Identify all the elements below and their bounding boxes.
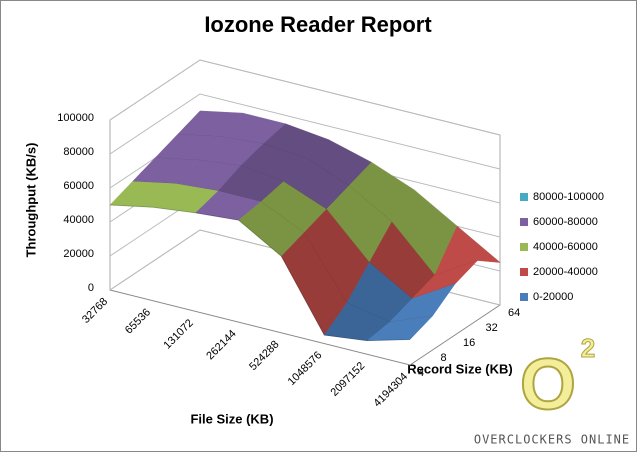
legend-swatch bbox=[520, 218, 528, 226]
surface-patch bbox=[366, 315, 434, 341]
legend-label: 40000-60000 bbox=[533, 241, 598, 253]
grid-line bbox=[109, 93, 501, 170]
z-tick-label: 40000 bbox=[63, 214, 94, 226]
legend-swatch bbox=[520, 193, 528, 201]
z-tick-label: 100000 bbox=[57, 112, 94, 124]
y-axis-label: Record Size (KB) bbox=[407, 361, 512, 376]
legend-swatch bbox=[520, 243, 528, 251]
z-tick-label: 60000 bbox=[63, 180, 94, 192]
legend-label: 60000-80000 bbox=[533, 216, 598, 228]
legend-label: 20000-40000 bbox=[533, 266, 598, 278]
legend-label: 0-20000 bbox=[533, 291, 573, 303]
legend-swatch bbox=[520, 268, 528, 276]
z-tick-label: 0 bbox=[88, 282, 94, 294]
watermark-mark: O bbox=[520, 345, 576, 425]
chart-title: Iozone Reader Report bbox=[204, 12, 432, 37]
x-axis-label: File Size (KB) bbox=[190, 411, 273, 426]
z-tick-label: 80000 bbox=[63, 146, 94, 158]
legend-label: 80000-100000 bbox=[533, 191, 604, 203]
watermark: O 2 OVERCLOCKERS ONLINE bbox=[474, 332, 630, 447]
y-tick-label: 16 bbox=[463, 337, 475, 349]
floor-edge bbox=[109, 289, 501, 366]
surface-row bbox=[109, 204, 411, 342]
watermark-text: OVERCLOCKERS ONLINE bbox=[474, 433, 630, 447]
z-tick-label: 20000 bbox=[63, 248, 94, 260]
y-tick-label: 4 bbox=[418, 367, 424, 379]
legend-swatch bbox=[520, 293, 528, 301]
watermark-superscript: 2 bbox=[581, 333, 595, 363]
y-tick-label: 64 bbox=[508, 307, 520, 319]
grid-line bbox=[109, 59, 501, 136]
y-tick-label: 8 bbox=[441, 352, 447, 364]
z-axis-label: Throughput (KB/s) bbox=[23, 143, 38, 258]
y-tick-label: 32 bbox=[486, 322, 498, 334]
